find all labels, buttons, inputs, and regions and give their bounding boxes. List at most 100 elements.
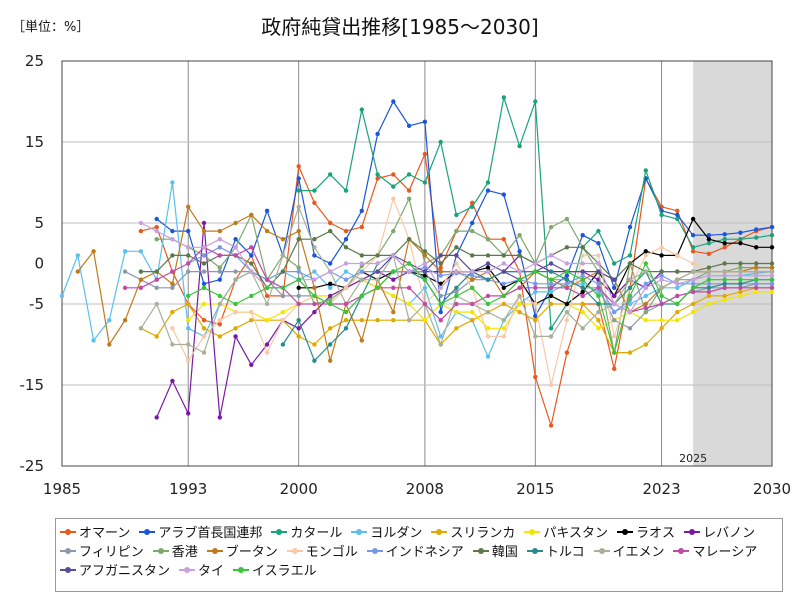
- data-point: [391, 269, 396, 274]
- data-point: [154, 285, 159, 290]
- data-point: [75, 269, 81, 274]
- data-point: [564, 281, 570, 286]
- data-point: [627, 224, 633, 230]
- data-point: [233, 309, 238, 315]
- data-point: [454, 253, 459, 258]
- data-point: [659, 301, 664, 307]
- data-point: [769, 285, 775, 290]
- data-point: [485, 265, 491, 270]
- data-point: [170, 180, 175, 185]
- legend-label: 韓国: [491, 545, 518, 560]
- data-point: [359, 338, 364, 343]
- data-point: [328, 281, 333, 286]
- data-point: [548, 382, 554, 388]
- series-line-18: [140, 222, 772, 313]
- data-point: [596, 241, 601, 246]
- data-point: [533, 318, 538, 323]
- data-point: [501, 281, 506, 286]
- legend-item: アフガニスタン: [60, 560, 170, 579]
- data-point: [375, 253, 380, 258]
- data-point: [754, 281, 759, 286]
- data-point: [533, 289, 538, 295]
- data-point: [217, 415, 222, 420]
- data-point: [233, 237, 238, 242]
- data-point: [201, 334, 207, 339]
- data-point: [643, 261, 648, 266]
- data-point: [328, 285, 333, 290]
- data-point: [517, 293, 522, 299]
- data-point: [470, 228, 475, 234]
- data-point: [217, 253, 222, 258]
- legend-label: オマーン: [79, 526, 131, 541]
- data-point: [580, 293, 585, 299]
- data-point: [738, 281, 743, 286]
- data-point: [438, 293, 443, 299]
- data-point: [264, 228, 270, 234]
- data-point: [627, 285, 633, 290]
- data-point: [186, 411, 191, 416]
- data-point: [438, 269, 443, 274]
- data-point: [217, 237, 222, 242]
- data-point: [312, 277, 317, 282]
- unit-label: ［単位：%］: [12, 19, 89, 35]
- data-point: [296, 301, 301, 307]
- legend-label: アラブ首長国連邦: [158, 526, 263, 541]
- chart-title: 政府純貸出推移[1985～2030]: [261, 15, 538, 39]
- data-point: [312, 200, 317, 205]
- data-point: [138, 249, 144, 254]
- legend-label: トルコ: [545, 545, 585, 560]
- data-point: [612, 261, 617, 266]
- data-point: [564, 269, 570, 274]
- data-point: [170, 326, 175, 331]
- data-point: [706, 269, 712, 274]
- data-point: [738, 261, 743, 266]
- legend-item: ヨルダン: [351, 522, 422, 541]
- data-point: [170, 237, 175, 242]
- data-point: [154, 216, 159, 222]
- data-point: [406, 196, 412, 201]
- data-point: [454, 326, 459, 331]
- data-point: [501, 192, 506, 197]
- data-point: [485, 253, 491, 258]
- data-point: [406, 237, 412, 242]
- plot-border: [61, 60, 773, 467]
- data-point: [91, 338, 96, 343]
- data-point: [454, 285, 459, 290]
- data-point: [690, 281, 696, 286]
- data-point: [328, 228, 333, 234]
- data-point: [564, 309, 570, 315]
- data-point: [328, 220, 333, 226]
- data-point: [201, 326, 207, 331]
- data-point: [391, 293, 396, 299]
- data-point: [328, 269, 333, 274]
- data-point: [769, 281, 775, 286]
- data-point: [233, 220, 238, 226]
- data-point: [690, 216, 696, 222]
- data-point: [359, 253, 364, 258]
- data-point: [580, 233, 585, 238]
- data-point: [533, 269, 538, 274]
- data-point: [706, 293, 712, 299]
- data-point: [722, 293, 727, 299]
- data-point: [548, 326, 554, 331]
- data-point: [312, 269, 317, 274]
- data-point: [690, 301, 696, 307]
- y-tick-label: -15: [20, 376, 45, 394]
- data-point: [627, 261, 633, 266]
- data-point: [769, 224, 775, 230]
- data-point: [643, 168, 648, 173]
- data-point: [706, 265, 712, 270]
- data-point: [233, 245, 238, 250]
- data-point: [122, 318, 128, 323]
- data-point: [501, 253, 506, 258]
- x-tick-label: 2023: [642, 480, 680, 498]
- legend-label: インドネシア: [385, 545, 464, 560]
- data-point: [280, 253, 286, 258]
- data-point: [280, 237, 286, 242]
- data-point: [690, 245, 696, 250]
- data-point: [343, 318, 349, 323]
- data-point: [533, 261, 538, 266]
- data-point: [580, 245, 585, 250]
- data-point: [249, 309, 254, 315]
- data-point: [328, 326, 333, 331]
